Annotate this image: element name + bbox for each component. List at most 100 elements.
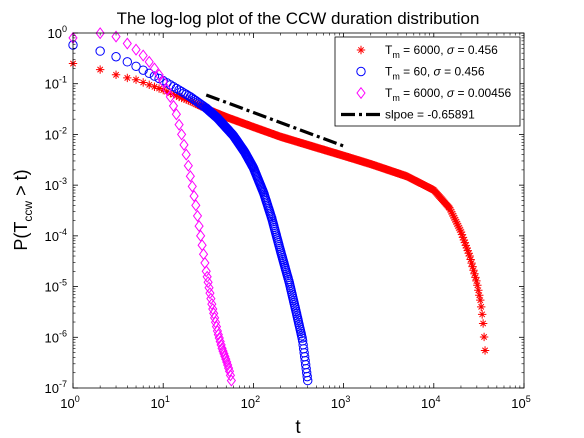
series-1-point — [457, 230, 467, 239]
series-1-point — [455, 225, 465, 235]
series-1-point — [452, 217, 461, 227]
series-3-point — [181, 148, 191, 161]
series-2-point — [138, 65, 148, 75]
x-tick-label: 105 — [511, 394, 530, 411]
y-tick-label: 10-5 — [45, 278, 67, 295]
series-3-point — [95, 27, 105, 40]
series-2 — [68, 40, 313, 386]
series-3-point — [213, 328, 223, 341]
series-1-point — [477, 310, 487, 319]
series-3-point — [149, 62, 160, 75]
series-1-point — [95, 65, 105, 74]
series-3-point — [221, 353, 231, 366]
series-1-point — [468, 262, 477, 271]
series-1-point — [465, 251, 474, 261]
series-1-point — [466, 255, 475, 264]
series-3-point — [214, 331, 224, 345]
x-tick-label: 101 — [150, 394, 169, 411]
series-3-point — [216, 338, 226, 351]
series-3-point — [223, 358, 233, 372]
series-1-point — [458, 233, 468, 242]
series-1-point — [446, 205, 455, 215]
y-axis-label-tail: > t) — [11, 169, 31, 201]
series-3-point — [138, 49, 148, 62]
series-1-point — [179, 94, 189, 104]
series-3-point — [206, 292, 216, 305]
series-3-point — [225, 369, 236, 382]
series-1-point — [445, 203, 454, 213]
series-1-point — [463, 246, 472, 255]
chart-title: The log-log plot of the CCW duration dis… — [117, 9, 480, 28]
series-3-point — [131, 43, 141, 56]
series-1-point — [477, 302, 486, 312]
series-1-point — [189, 98, 199, 108]
series-3-point — [162, 83, 172, 96]
series-1-point — [177, 93, 186, 103]
series-1 — [68, 59, 490, 355]
series-3-point — [203, 276, 213, 289]
legend-marker-circle — [356, 66, 366, 77]
series-3-point — [194, 220, 204, 233]
legend: Tm = 6000, σ = 0.456 Tm = 60, σ = 0.456 Tm… — [334, 36, 521, 127]
legend-marker-asterisk — [356, 45, 366, 55]
series-1-point — [473, 281, 482, 290]
series-3-point — [224, 365, 235, 378]
series-3-point — [212, 324, 223, 338]
y-axis-ticks: 10-7 10-6 10-5 10-4 10-3 10-2 10-1 100 — [45, 24, 524, 396]
series-3-point — [111, 30, 121, 43]
series-3-point — [176, 128, 187, 141]
x-axis-ticks: 100 101 102 103 104 105 — [60, 33, 531, 411]
y-tick-label: 10-1 — [45, 75, 67, 92]
series-1-point — [464, 249, 473, 258]
y-axis-label: P(Tccw > t) — [11, 169, 35, 250]
series-1-point — [474, 286, 483, 295]
series-1-point — [475, 290, 484, 300]
series-1-point — [447, 207, 456, 217]
series-1-point — [145, 80, 154, 90]
series-1-point — [123, 73, 132, 83]
series-1-point — [452, 219, 462, 229]
series-3-point — [144, 55, 154, 68]
series-1-point — [459, 235, 469, 245]
x-tick-label: 104 — [421, 394, 440, 411]
series-1-point — [166, 88, 175, 98]
x-axis-label: t — [295, 417, 301, 438]
y-tick-label: 10-4 — [45, 227, 67, 244]
series-2-point — [131, 61, 141, 72]
x-tick-label: 103 — [331, 394, 350, 411]
series-3-point — [219, 347, 229, 360]
y-tick-label: 10-2 — [45, 125, 67, 142]
series-3-point — [122, 37, 132, 50]
series-1-point — [169, 90, 178, 99]
series-3-point — [171, 108, 181, 121]
series-3-point — [158, 75, 168, 88]
legend-marker-diamond — [356, 86, 366, 100]
series-3-point — [187, 180, 197, 193]
series-1-point — [461, 241, 471, 250]
series-1-point — [449, 211, 458, 221]
series-3-point — [201, 265, 211, 278]
series-3-point — [174, 118, 184, 131]
series-3-point — [215, 335, 225, 348]
legend-entry-label: Tm = 6000, σ = 0.456 — [385, 43, 498, 60]
series-1-point — [138, 78, 148, 87]
series-2-point — [174, 85, 184, 95]
series-1-point — [454, 223, 464, 233]
series-3-point — [218, 344, 228, 358]
series-1-point — [451, 215, 460, 225]
series-1-point — [472, 276, 481, 286]
series-3-point — [204, 281, 214, 294]
series-1-point — [479, 332, 489, 342]
series-3-point — [217, 342, 227, 355]
series-1-point — [162, 87, 172, 96]
series-2-point — [95, 46, 105, 56]
series-1-point — [456, 227, 466, 237]
series-3-point — [191, 199, 201, 212]
x-tick-label: 100 — [60, 394, 79, 411]
series-3-point — [154, 68, 164, 81]
series-2-point — [149, 71, 160, 81]
series-1-point — [174, 92, 184, 102]
series-1-point — [462, 243, 471, 253]
y-tick-label: 10-7 — [45, 379, 67, 396]
series-3-point — [205, 287, 215, 300]
